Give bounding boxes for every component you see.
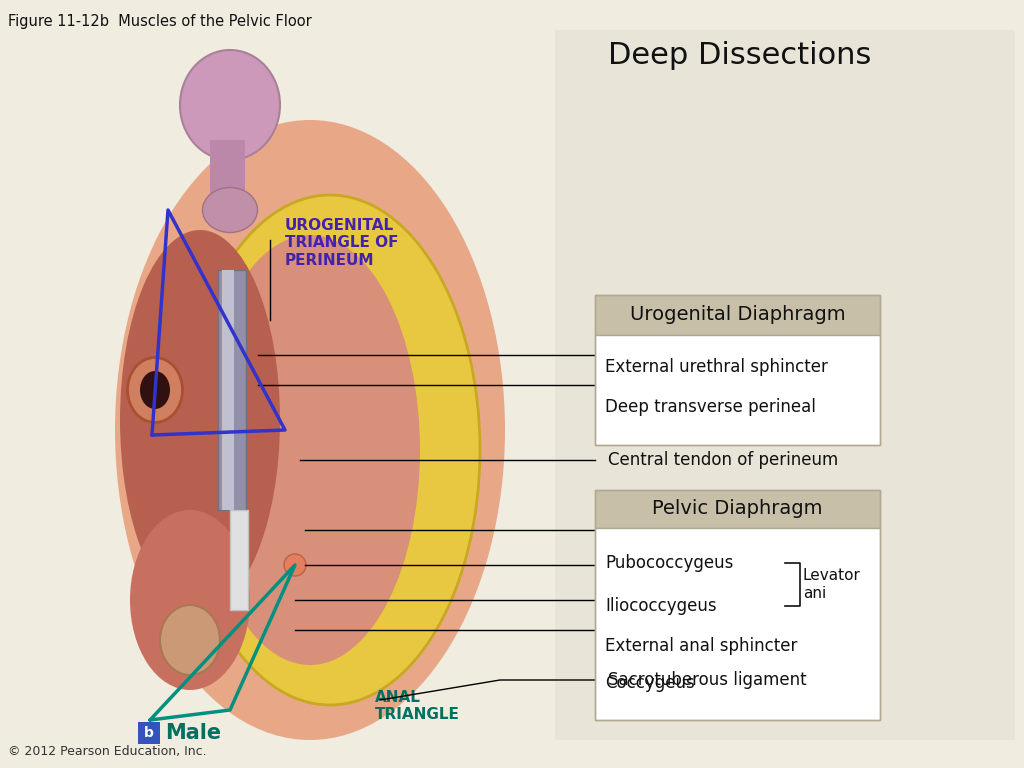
Text: b: b	[144, 726, 154, 740]
Ellipse shape	[200, 235, 420, 665]
Text: Male: Male	[165, 723, 221, 743]
Bar	[595, 295, 880, 335]
Ellipse shape	[140, 371, 170, 409]
Text: © 2012 Pearson Education, Inc.: © 2012 Pearson Education, Inc.	[8, 745, 207, 758]
Bar	[595, 490, 880, 528]
Bar	[595, 295, 880, 445]
Bar	[138, 722, 160, 744]
Bar	[218, 270, 246, 510]
Bar	[230, 510, 248, 610]
Text: Coccygeus: Coccygeus	[605, 674, 694, 692]
Text: UROGENITAL
TRIANGLE OF
PERINEUM: UROGENITAL TRIANGLE OF PERINEUM	[285, 218, 398, 268]
Text: Deep Dissections: Deep Dissections	[608, 41, 871, 69]
Bar	[595, 490, 880, 720]
Ellipse shape	[180, 50, 280, 160]
Bar	[555, 30, 1015, 740]
Bar	[210, 140, 245, 220]
Text: Sacrotuberous ligament: Sacrotuberous ligament	[608, 671, 807, 689]
Ellipse shape	[284, 554, 306, 576]
Bar	[595, 528, 880, 720]
Text: External anal sphincter: External anal sphincter	[605, 637, 798, 655]
Text: Iliococcygeus: Iliococcygeus	[605, 597, 717, 615]
Text: Central tendon of perineum: Central tendon of perineum	[608, 451, 839, 469]
Text: External urethral sphincter: External urethral sphincter	[605, 358, 827, 376]
Ellipse shape	[160, 605, 220, 675]
Bar	[595, 335, 880, 445]
Text: Levator
ani: Levator ani	[803, 568, 861, 601]
Text: ANAL
TRIANGLE: ANAL TRIANGLE	[375, 690, 460, 723]
Ellipse shape	[115, 120, 505, 740]
Text: Pelvic Diaphragm: Pelvic Diaphragm	[652, 499, 822, 518]
Bar	[222, 270, 234, 510]
Ellipse shape	[128, 357, 182, 422]
Ellipse shape	[130, 510, 250, 690]
Text: Pubococcygeus: Pubococcygeus	[605, 554, 733, 572]
Text: Deep transverse perineal: Deep transverse perineal	[605, 398, 816, 416]
Text: Figure 11-12b  Muscles of the Pelvic Floor: Figure 11-12b Muscles of the Pelvic Floo…	[8, 14, 311, 29]
Ellipse shape	[203, 187, 257, 233]
Ellipse shape	[180, 195, 480, 705]
Ellipse shape	[120, 230, 280, 610]
Text: Urogenital Diaphragm: Urogenital Diaphragm	[630, 306, 846, 325]
